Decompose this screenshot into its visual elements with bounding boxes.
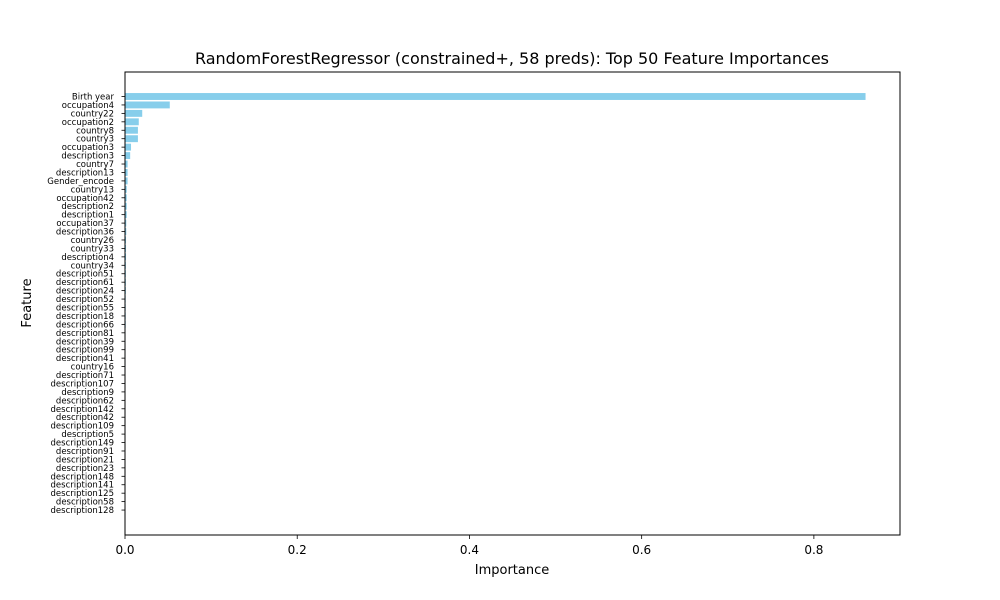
bar-description36 xyxy=(125,228,127,235)
y-tick-label: description58 xyxy=(56,498,114,508)
bar-country33 xyxy=(125,244,127,252)
y-tick-label: description142 xyxy=(51,405,114,415)
y-tick-label: description18 xyxy=(56,312,114,322)
y-tick-label: description55 xyxy=(56,304,114,314)
y-tick-label: country7 xyxy=(76,160,114,170)
y-axis-label: Feature xyxy=(20,278,35,327)
bar-country8 xyxy=(125,126,138,134)
y-tick-label: description36 xyxy=(56,228,114,238)
y-tick-label: country22 xyxy=(71,109,114,119)
x-tick-label: 0.0 xyxy=(115,543,134,557)
x-tick-label: 0.4 xyxy=(460,543,479,557)
y-tick-label: country34 xyxy=(71,261,114,271)
y-tick-label: country26 xyxy=(71,236,114,246)
y-tick-label: description23 xyxy=(56,464,114,474)
y-tick-label: description149 xyxy=(51,439,114,449)
bar-occupation2 xyxy=(125,118,139,126)
y-tick-label: occupation3 xyxy=(62,143,114,153)
y-tick-label: description21 xyxy=(56,455,114,465)
y-tick-label: occupation37 xyxy=(56,219,114,229)
bar-occupation4 xyxy=(125,101,170,109)
plot-frame xyxy=(124,71,901,536)
y-tick-label: description141 xyxy=(51,481,114,491)
y-tick-label: occupation2 xyxy=(62,118,114,128)
y-tick-label: description9 xyxy=(61,388,114,398)
y-tick-label: description62 xyxy=(56,396,114,406)
y-tick-label: description81 xyxy=(56,329,114,339)
bar-description3 xyxy=(125,152,131,160)
y-tick-label: country8 xyxy=(76,126,114,136)
y-ticks-group: Birth yearoccupation4country22occupation… xyxy=(47,93,125,516)
y-tick-label: description61 xyxy=(56,278,114,288)
y-tick-label: description66 xyxy=(56,320,114,330)
y-tick-label: description13 xyxy=(56,168,114,178)
x-tick-label: 0.6 xyxy=(632,543,651,557)
bar-description2 xyxy=(125,202,127,210)
bar-country7 xyxy=(125,160,128,168)
y-tick-label: description42 xyxy=(56,413,114,423)
y-tick-label: description51 xyxy=(56,270,114,280)
y-tick-label: description91 xyxy=(56,447,114,457)
bar-country22 xyxy=(125,109,143,117)
bar-country26 xyxy=(125,236,127,244)
y-tick-label: description148 xyxy=(51,472,114,482)
y-tick-label: description52 xyxy=(56,295,114,305)
y-tick-label: description128 xyxy=(51,506,114,516)
bars-group xyxy=(125,93,866,514)
y-tick-label: description99 xyxy=(56,346,114,356)
x-axis-label: Importance xyxy=(475,563,550,578)
bar-description13 xyxy=(125,169,128,176)
y-tick-label: occupation42 xyxy=(56,194,114,204)
y-tick-label: description24 xyxy=(56,287,114,297)
y-tick-label: description3 xyxy=(61,152,114,162)
bar-country13 xyxy=(125,185,127,193)
y-tick-label: description71 xyxy=(56,371,114,381)
y-tick-label: description4 xyxy=(61,253,114,263)
x-tick-label: 0.2 xyxy=(288,543,307,557)
x-tick-label: 0.8 xyxy=(804,543,823,557)
bar-gender-encode xyxy=(125,177,128,185)
y-tick-label: description39 xyxy=(56,337,114,347)
y-tick-label: description125 xyxy=(51,489,114,499)
chart-title: RandomForestRegressor (constrained+, 58 … xyxy=(195,49,829,68)
y-tick-label: description107 xyxy=(51,379,114,389)
y-tick-label: country16 xyxy=(71,363,114,373)
y-tick-label: country33 xyxy=(71,244,114,254)
y-tick-label: description2 xyxy=(61,202,114,212)
y-tick-label: country13 xyxy=(71,185,114,195)
bar-birth-year xyxy=(125,93,866,100)
bar-description4 xyxy=(125,253,127,261)
bar-country3 xyxy=(125,135,138,143)
y-tick-label: Birth year xyxy=(72,93,115,103)
y-tick-label: description5 xyxy=(61,430,114,440)
bar-occupation37 xyxy=(125,219,127,227)
y-tick-label: Gender_encode xyxy=(47,177,114,187)
y-tick-label: occupation4 xyxy=(62,101,114,111)
y-tick-label: description41 xyxy=(56,354,114,364)
x-ticks-group: 0.0 0.2 0.4 0.6 0.8 xyxy=(115,535,823,557)
bar-occupation3 xyxy=(125,143,132,151)
y-tick-label: description1 xyxy=(61,211,114,221)
y-tick-label: country3 xyxy=(76,135,114,145)
bar-description1 xyxy=(125,211,127,219)
y-tick-label: description109 xyxy=(51,422,114,432)
bar-occupation42 xyxy=(125,194,127,202)
